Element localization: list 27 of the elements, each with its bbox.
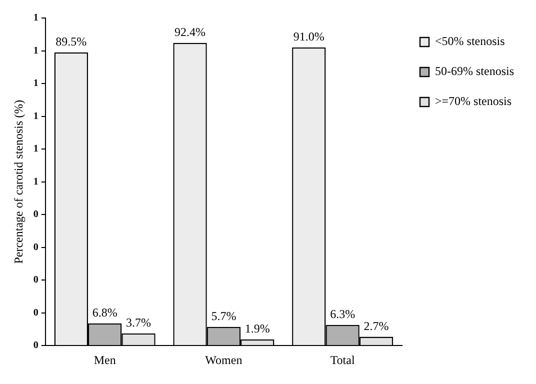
data-label: 6.8%: [92, 305, 118, 320]
data-label: 5.7%: [211, 309, 236, 324]
y-tick-label: 0: [33, 274, 38, 286]
x-tick-label: Women: [205, 352, 242, 367]
data-label: 2.7%: [364, 318, 389, 333]
y-tick-label: 1: [33, 110, 38, 122]
data-label: 1.9%: [244, 322, 270, 336]
legend-label: <50% stenosis: [435, 34, 506, 48]
legend-label: >=70% stenosis: [435, 94, 512, 108]
data-label: 92.4%: [174, 25, 206, 40]
legend-label: 50-69% stenosis: [435, 64, 514, 78]
data-label: 3.7%: [126, 316, 152, 330]
x-tick-label: Men: [94, 352, 116, 367]
x-tick-label: Total: [330, 352, 356, 367]
y-tick-label: 0: [33, 209, 38, 220]
y-tick-label: 1: [33, 176, 38, 188]
y-tick-label: 1: [33, 78, 38, 90]
y-tick-label: 0: [33, 307, 38, 318]
data-label: 89.5%: [56, 34, 87, 49]
y-tick-label: 1: [33, 45, 38, 56]
data-label: 91.0%: [293, 30, 324, 44]
data-label: 6.3%: [330, 307, 356, 322]
y-axis-title: Percentage of carotid stenosis (%): [11, 100, 26, 264]
y-tick-label: 1: [33, 144, 38, 155]
y-tick-label: 0: [33, 242, 38, 253]
y-tick-label: 1: [33, 12, 38, 24]
y-tick-label: 0: [33, 340, 38, 352]
